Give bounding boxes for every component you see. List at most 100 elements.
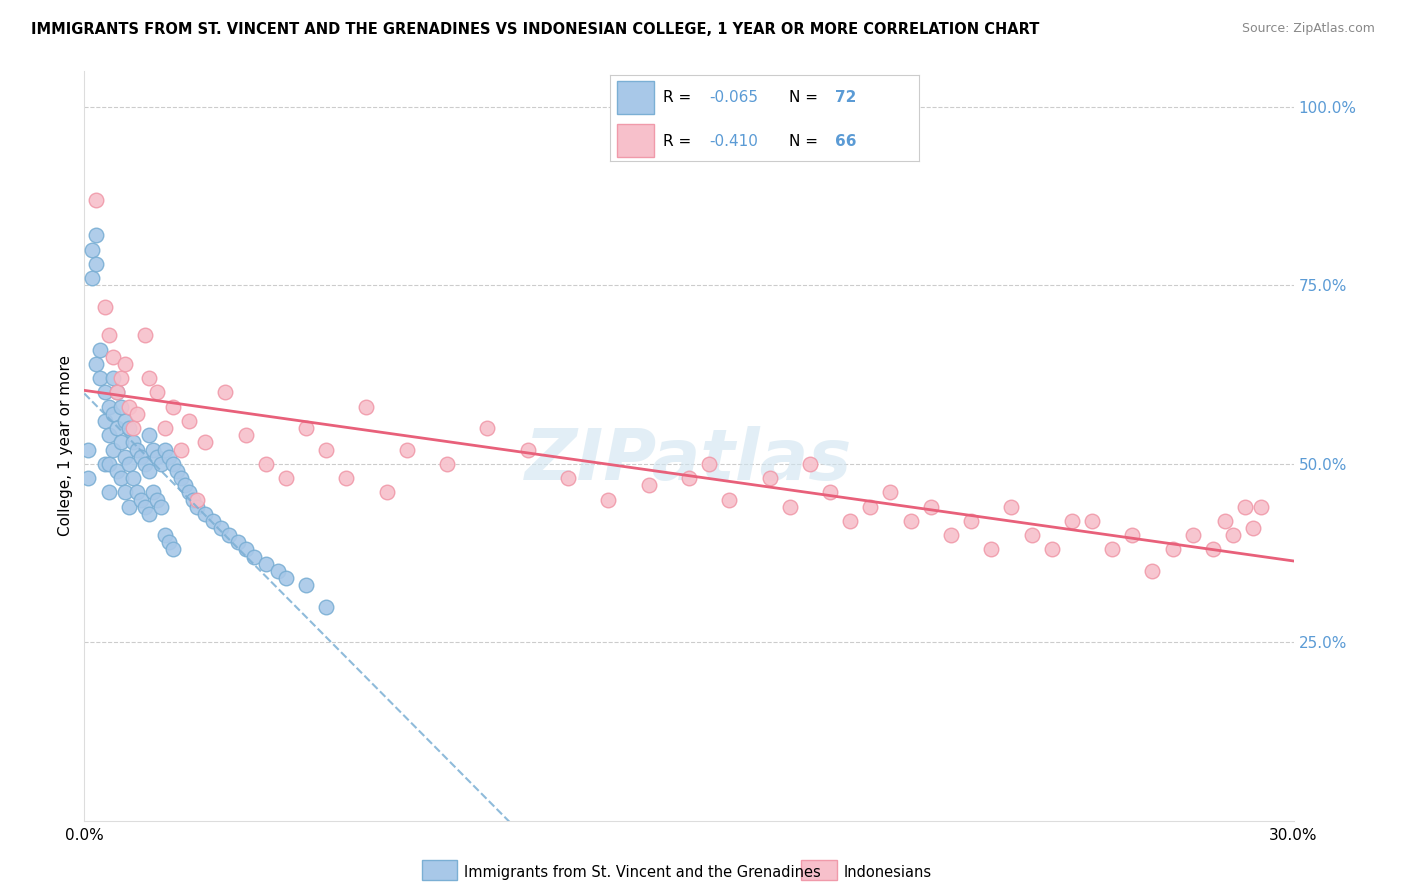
Point (89, 371, 111, 385)
Point (194, 507, 217, 521)
Point (138, 464, 160, 478)
Point (97, 457, 120, 471)
Point (89, 343, 111, 357)
Point (477, 421, 499, 435)
Point (174, 478, 197, 492)
Point (436, 457, 458, 471)
Point (315, 599, 337, 614)
Point (82, 243, 104, 257)
Point (138, 371, 160, 385)
Point (209, 521, 232, 535)
Point (149, 500, 172, 514)
Point (125, 485, 148, 500)
Point (315, 442, 337, 457)
Point (1101, 542, 1123, 557)
Point (1250, 500, 1272, 514)
Text: Indonesians: Indonesians (844, 865, 932, 880)
Point (77, 442, 100, 457)
Point (86, 193, 108, 207)
Point (170, 471, 193, 485)
Point (101, 407, 124, 421)
Point (818, 485, 841, 500)
Point (1213, 514, 1236, 528)
Point (186, 492, 208, 507)
Y-axis label: College, 1 year or more: College, 1 year or more (58, 356, 73, 536)
Point (86, 228, 108, 243)
Point (557, 471, 579, 485)
Point (129, 450, 152, 464)
Point (179, 485, 201, 500)
Point (138, 428, 160, 442)
Point (110, 471, 132, 485)
Point (598, 492, 620, 507)
Point (118, 457, 141, 471)
Point (718, 492, 741, 507)
Point (134, 457, 156, 471)
Point (157, 535, 180, 549)
Text: IMMIGRANTS FROM ST. VINCENT AND THE GRENADINES VS INDONESIAN COLLEGE, 1 YEAR OR : IMMIGRANTS FROM ST. VINCENT AND THE GREN… (31, 22, 1039, 37)
Point (1241, 521, 1264, 535)
Point (162, 400, 184, 414)
Point (295, 578, 318, 592)
Point (105, 385, 128, 400)
Point (114, 485, 136, 500)
Point (1081, 514, 1104, 528)
Point (1161, 542, 1184, 557)
Point (214, 385, 236, 400)
Point (939, 528, 962, 542)
Point (1234, 500, 1257, 514)
Point (134, 328, 156, 343)
Point (235, 428, 257, 442)
Point (101, 442, 124, 457)
Point (920, 500, 942, 514)
Point (97, 428, 120, 442)
Point (146, 385, 169, 400)
Point (900, 514, 922, 528)
Point (153, 442, 176, 457)
Point (105, 464, 128, 478)
Point (1060, 514, 1083, 528)
Point (153, 421, 176, 435)
Point (375, 485, 398, 500)
Point (194, 435, 217, 450)
Point (162, 457, 184, 471)
Point (1021, 528, 1043, 542)
Point (274, 571, 297, 585)
Point (105, 385, 128, 400)
Point (77, 471, 100, 485)
Point (114, 414, 136, 428)
Point (149, 457, 172, 471)
Text: ZIPatlas: ZIPatlas (526, 426, 852, 495)
Point (637, 478, 659, 492)
Point (93, 385, 115, 400)
Point (697, 457, 720, 471)
Point (254, 457, 277, 471)
Point (356, 400, 378, 414)
Point (93, 300, 115, 314)
Point (146, 492, 169, 507)
Point (121, 471, 143, 485)
Point (1000, 500, 1022, 514)
Point (125, 407, 148, 421)
Point (960, 514, 983, 528)
Point (395, 442, 418, 457)
Point (118, 421, 141, 435)
Point (879, 485, 901, 500)
Point (110, 400, 132, 414)
Point (226, 535, 249, 549)
Point (181, 492, 204, 507)
Point (101, 371, 124, 385)
Point (1202, 542, 1225, 557)
Point (142, 442, 165, 457)
Point (516, 442, 538, 457)
Point (121, 435, 143, 450)
Point (799, 457, 821, 471)
Point (142, 485, 165, 500)
Point (839, 514, 862, 528)
Text: Source: ZipAtlas.com: Source: ZipAtlas.com (1241, 22, 1375, 36)
Point (779, 500, 801, 514)
Point (254, 557, 277, 571)
Point (242, 549, 264, 564)
Point (162, 542, 184, 557)
Point (118, 400, 141, 414)
